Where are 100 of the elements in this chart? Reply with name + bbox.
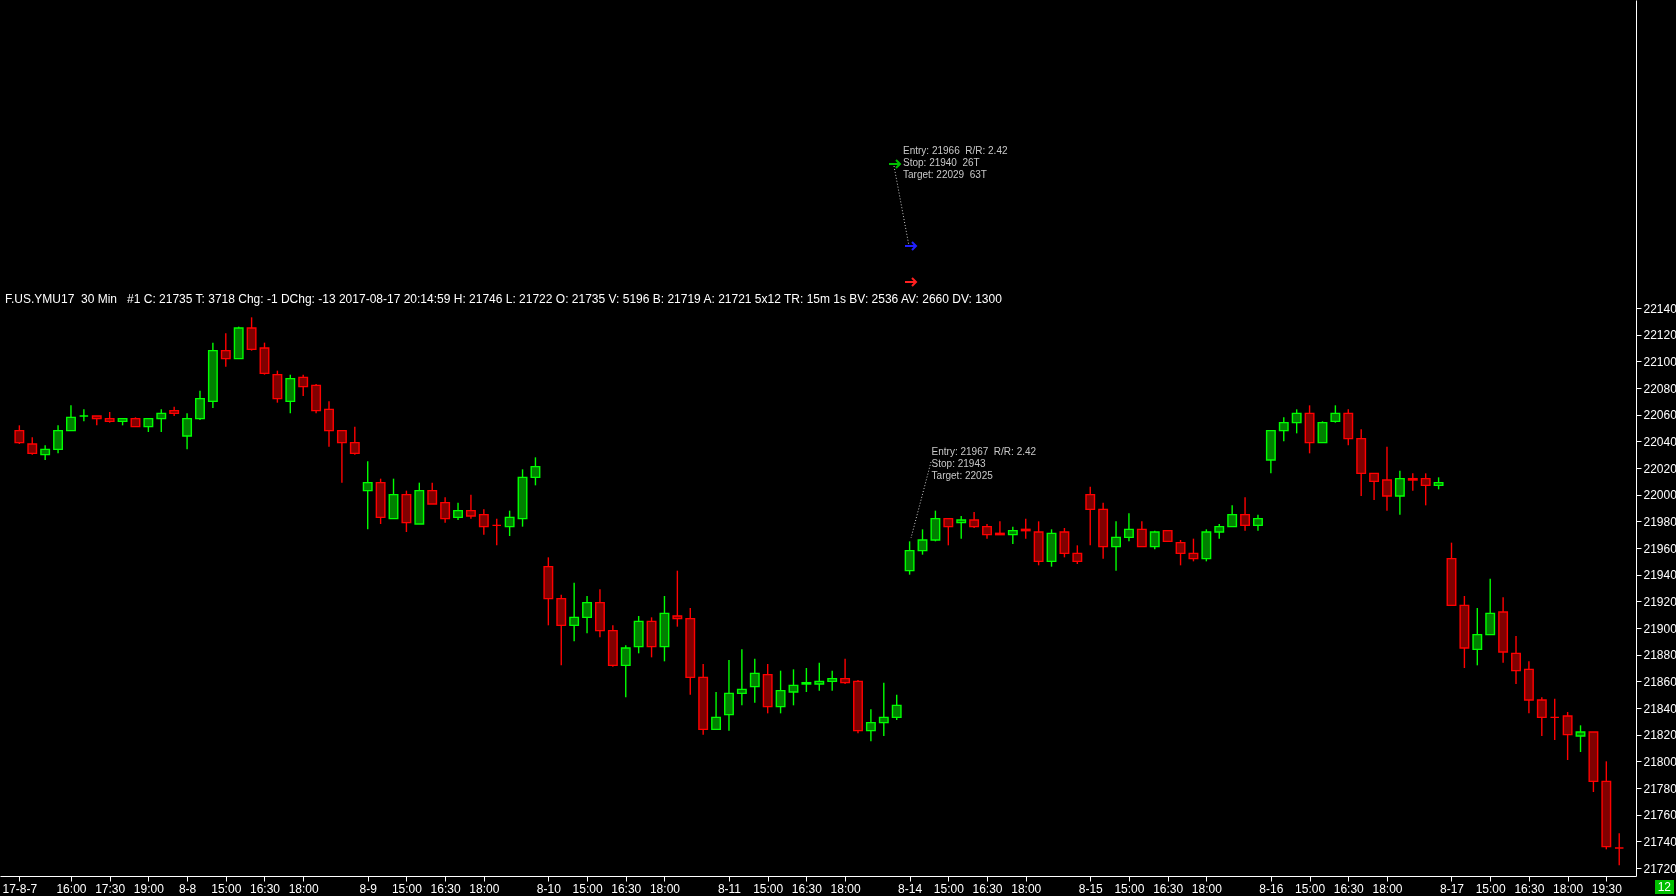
- candlestick: [272, 369, 283, 404]
- candlestick: [156, 408, 167, 433]
- candlestick: [878, 681, 889, 737]
- annotation: Entry: 21966 R/R: 2.42: [903, 145, 1008, 156]
- x-tick-label: 15:00: [1114, 881, 1145, 896]
- x-tick-label: 8-9: [359, 881, 378, 896]
- candlestick: [1369, 472, 1380, 501]
- annotation: Stop: 21940 26T: [903, 157, 980, 168]
- x-tick-label: 16:30: [430, 881, 461, 896]
- candlestick: [1485, 577, 1496, 636]
- candlestick: [814, 661, 825, 692]
- candlestick: [1278, 416, 1289, 443]
- candlestick: [1575, 724, 1586, 753]
- candlestick: [1085, 485, 1096, 547]
- y-tick-label: 21880: [1643, 648, 1676, 663]
- x-tick-label: 8-8: [178, 881, 197, 896]
- candlestick: [440, 496, 451, 524]
- candlestick: [324, 400, 334, 448]
- y-tick-label: 22120: [1643, 328, 1676, 343]
- candlestick: [53, 424, 64, 455]
- x-tick-label: 16:30: [972, 881, 1003, 896]
- y-tick-label: 21820: [1643, 728, 1676, 743]
- candlestick: [298, 373, 309, 397]
- candlestick: [1111, 520, 1121, 572]
- x-tick-label: 19:00: [133, 881, 165, 896]
- y-tick-label: 21740: [1643, 834, 1676, 849]
- y-tick-label: 21940: [1643, 568, 1676, 583]
- x-tick-label: 15:00: [933, 881, 965, 896]
- x-tick-label: 16:30: [1514, 881, 1545, 896]
- candlestick: [930, 509, 941, 543]
- candlestick: [672, 569, 683, 628]
- x-tick-label: 18:00: [1191, 881, 1223, 896]
- candlestick: [1136, 520, 1147, 548]
- candlestick: [246, 316, 257, 352]
- y-tick-label: 22040: [1643, 434, 1676, 449]
- candlestick: [66, 404, 76, 432]
- candlestick: [801, 667, 812, 693]
- candlestick: [427, 481, 438, 505]
- candlestick: [362, 460, 373, 531]
- x-tick-label: 15:00: [753, 881, 784, 896]
- candlestick: [1291, 408, 1302, 435]
- y-tick-label: 22080: [1643, 381, 1676, 396]
- candlestick: [1007, 525, 1018, 545]
- candlestick: [465, 493, 476, 520]
- x-tick-label: 8-17: [1439, 881, 1465, 896]
- x-tick-label: 16:30: [1153, 881, 1184, 896]
- candlestick: [220, 332, 231, 368]
- candlestick: [840, 657, 851, 685]
- candlestick: [1472, 607, 1483, 667]
- candlestick: [1394, 469, 1405, 516]
- x-tick-label: 15:00: [572, 881, 603, 896]
- candlestick: [1317, 420, 1328, 444]
- candlestick: [182, 412, 193, 451]
- candlestick: [349, 425, 360, 456]
- x-tick-label: 8-15: [1078, 881, 1104, 896]
- x-tick-label: 17:30: [95, 881, 126, 896]
- x-tick-label: 8-11: [717, 881, 742, 896]
- annotation: Entry: 21967 R/R: 2.42: [931, 446, 1037, 458]
- candlestick: [1382, 445, 1392, 512]
- candlestick: [1059, 527, 1070, 559]
- candlestick: [1536, 696, 1547, 737]
- candlestick: [943, 517, 954, 547]
- candlestick: [1420, 472, 1431, 507]
- candlestick: [1072, 544, 1083, 565]
- candlestick: [788, 668, 799, 707]
- candlestick: [504, 509, 515, 537]
- x-tick-label: 17-8-7: [2, 881, 38, 896]
- candlestick: [569, 581, 580, 643]
- text: 12: [1654, 880, 1674, 894]
- x-tick-label: 18:00: [1011, 881, 1042, 896]
- y-tick-label: 21800: [1643, 754, 1676, 769]
- candlestick: [917, 528, 928, 556]
- y-tick-label: 21780: [1643, 781, 1676, 796]
- candlestick: [620, 644, 631, 699]
- y-tick-label: 21760: [1643, 808, 1676, 823]
- candlestick: [1227, 504, 1238, 528]
- x-tick-label: 19:30: [1591, 881, 1623, 896]
- x-tick-label: 18:00: [469, 881, 500, 896]
- y-tick-label: 21840: [1643, 701, 1676, 716]
- candlestick: [956, 515, 967, 540]
- candlestick: [336, 429, 347, 484]
- x-tick-label: 15:00: [1475, 881, 1507, 896]
- candlestick: [388, 477, 399, 520]
- candlestick: [904, 540, 915, 576]
- annotation: Stop: 21943: [931, 458, 986, 470]
- x-tick-label: 16:30: [1333, 881, 1365, 896]
- x-tick-label: 16:30: [791, 881, 823, 896]
- y-tick-label: 21900: [1643, 621, 1676, 636]
- candlestick: [724, 659, 734, 732]
- candlestick: [1511, 635, 1521, 685]
- x-tick-label: 18:00: [288, 881, 320, 896]
- candlestick: [1175, 539, 1186, 567]
- y-tick-label: 21980: [1643, 514, 1676, 529]
- x-tick-label: 8-16: [1259, 881, 1284, 896]
- y-tick-label: 22060: [1643, 408, 1676, 423]
- candlestick: [285, 373, 296, 415]
- x-tick-label: 18:00: [649, 881, 681, 896]
- candlestick: [1123, 512, 1134, 543]
- text: F.US.YMU17 30 Min #1 C: 21735 T: 3718 Chg: -1 DChg: -13 2017-08-17 20:14:59 H: 21746 L: 21722 O: 21735 V: 5196 B: 21719 A: 21721 5x12 TR: 15m 1s BV: 2536 AV: 2660 DV: 1300: [5, 292, 1002, 306]
- candlestick: [530, 456, 541, 487]
